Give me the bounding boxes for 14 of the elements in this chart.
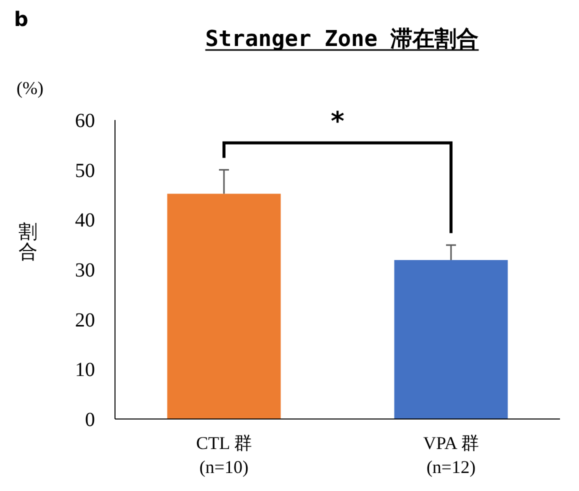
- y-tick-label: 60: [75, 110, 95, 132]
- y-tick-label: 0: [85, 409, 95, 431]
- annotation: *: [330, 107, 345, 137]
- text: (%): [16, 78, 44, 98]
- y-tick-label: 50: [75, 160, 95, 182]
- y-tick-label: 40: [75, 210, 95, 232]
- text: b: [14, 7, 28, 31]
- x-tick-label: VPA 群 (n=12): [423, 433, 479, 477]
- x-tick-label: CTL 群 (n=10): [196, 433, 252, 477]
- y-tick-label: 10: [75, 359, 95, 382]
- chart-title: Stranger Zone 滞在割合: [205, 27, 479, 52]
- y-axis-title: 割合: [18, 222, 38, 263]
- y-tick-label: 30: [75, 260, 95, 282]
- y-tick-label: 20: [75, 309, 95, 332]
